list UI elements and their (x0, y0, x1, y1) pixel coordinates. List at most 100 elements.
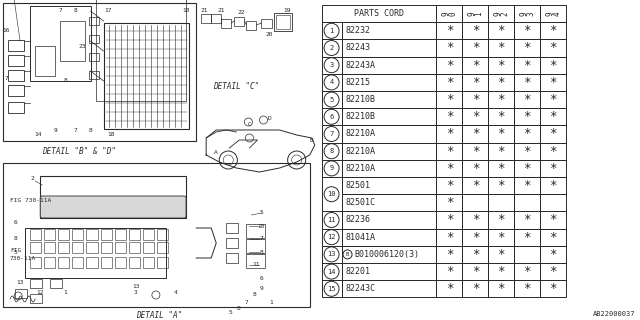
Text: 2: 2 (30, 175, 34, 180)
Bar (58, 229, 69, 240)
Bar (514, 143, 540, 160)
Text: *: * (445, 24, 453, 37)
Text: 5: 5 (260, 211, 264, 215)
Bar (129, 257, 140, 268)
Text: 1: 1 (330, 28, 333, 34)
Bar (58, 257, 69, 268)
Bar (129, 242, 140, 253)
Text: 10: 10 (327, 191, 336, 197)
FancyBboxPatch shape (40, 196, 186, 218)
Text: *: * (497, 93, 505, 106)
Bar (462, 160, 488, 177)
Bar (540, 263, 566, 280)
Bar (342, 74, 436, 91)
Bar (436, 143, 462, 160)
Bar (88, 35, 99, 43)
Text: 8: 8 (236, 306, 240, 310)
Text: 5: 5 (13, 251, 17, 255)
Bar (88, 17, 99, 25)
Text: *: * (497, 248, 505, 261)
Text: 82210A: 82210A (346, 164, 376, 173)
Text: *: * (524, 93, 531, 106)
Bar (488, 74, 514, 91)
Text: 18: 18 (182, 9, 190, 13)
Text: *: * (472, 145, 479, 158)
Text: C: C (248, 123, 252, 127)
Text: 9: 9 (330, 165, 333, 172)
Bar (462, 22, 488, 39)
Bar (436, 160, 462, 177)
Text: 4: 4 (174, 291, 178, 295)
Text: *: * (524, 265, 531, 278)
Bar (321, 5, 436, 22)
Bar (321, 280, 342, 297)
Bar (514, 177, 540, 194)
Bar (8, 40, 24, 51)
Bar (488, 246, 514, 263)
Text: 3: 3 (526, 11, 535, 16)
Text: 12: 12 (36, 291, 44, 295)
Text: 3: 3 (330, 62, 333, 68)
Text: *: * (445, 59, 453, 72)
Text: *: * (497, 179, 505, 192)
Bar (342, 125, 436, 143)
Bar (86, 229, 97, 240)
Text: 82501: 82501 (346, 181, 371, 190)
Text: 22: 22 (237, 11, 245, 15)
Text: *: * (524, 59, 531, 72)
Text: *: * (549, 231, 557, 244)
Text: *: * (497, 59, 505, 72)
Bar (514, 74, 540, 91)
Text: 7: 7 (74, 129, 77, 133)
Text: 13: 13 (327, 252, 336, 257)
Text: *: * (549, 213, 557, 227)
Text: *: * (497, 162, 505, 175)
Text: AB22000037: AB22000037 (593, 311, 635, 317)
Bar (342, 280, 436, 297)
Bar (514, 160, 540, 177)
Text: D: D (268, 116, 271, 121)
Bar (436, 57, 462, 74)
Bar (488, 228, 514, 246)
Text: *: * (549, 42, 557, 54)
Text: 82501C: 82501C (346, 198, 376, 207)
Bar (514, 194, 540, 212)
Text: *: * (524, 127, 531, 140)
Text: 9: 9 (519, 11, 528, 16)
Bar (540, 280, 566, 297)
Bar (514, 39, 540, 57)
Text: *: * (445, 265, 453, 278)
Bar (540, 143, 566, 160)
Bar (514, 57, 540, 74)
Bar (3, 163, 310, 307)
Bar (540, 57, 566, 74)
Bar (514, 246, 540, 263)
Bar (88, 71, 99, 79)
Bar (488, 160, 514, 177)
Bar (143, 257, 154, 268)
Bar (321, 212, 342, 228)
Text: 6: 6 (330, 114, 333, 120)
Bar (342, 246, 436, 263)
Bar (436, 22, 462, 39)
Text: *: * (445, 282, 453, 295)
Bar (321, 108, 342, 125)
Text: DETAIL "A": DETAIL "A" (136, 311, 182, 320)
Bar (436, 246, 462, 263)
Bar (321, 246, 342, 263)
Text: 16: 16 (3, 28, 10, 34)
Text: *: * (472, 59, 479, 72)
Text: *: * (497, 110, 505, 123)
Text: *: * (524, 213, 531, 227)
Text: 8: 8 (13, 236, 17, 241)
Text: *: * (445, 213, 453, 227)
Bar (321, 228, 342, 246)
Text: DETAIL "C": DETAIL "C" (213, 82, 259, 91)
Bar (342, 22, 436, 39)
Bar (221, 19, 231, 28)
Bar (488, 22, 514, 39)
Bar (321, 177, 342, 212)
Text: 7: 7 (58, 9, 62, 13)
Text: *: * (497, 231, 505, 244)
Bar (540, 91, 566, 108)
